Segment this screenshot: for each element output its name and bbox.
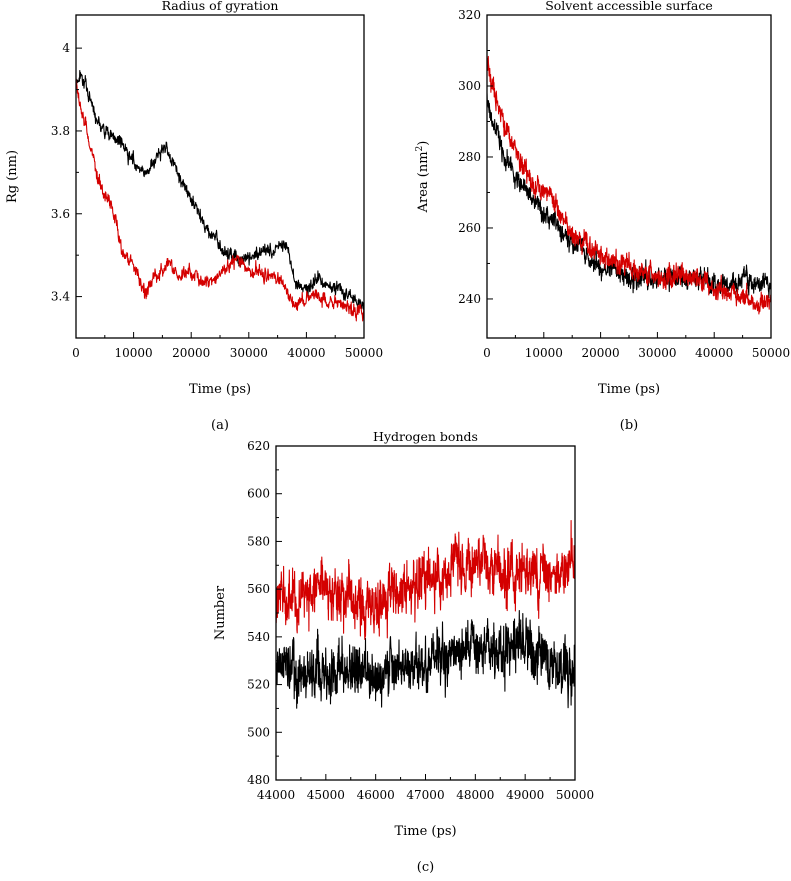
y-axis-label: Number <box>213 585 228 640</box>
y-tick-label: 300 <box>458 79 481 93</box>
y-tick-label: 540 <box>247 630 270 644</box>
y-tick-label: 4 <box>62 41 70 55</box>
y-tick-label: 3.6 <box>51 207 70 221</box>
chart-b: 0 10000 20000 30000 40000 50000 240 260 280 300 32… <box>415 0 790 433</box>
chart-title: Solvent accessible surface <box>545 0 713 13</box>
panel-label: (c) <box>417 860 434 875</box>
x-tick-label: 40000 <box>287 346 325 360</box>
y-tick-label: 480 <box>247 773 270 787</box>
x-axis-label: Time (ps) <box>394 824 456 839</box>
plot-area-c <box>276 519 575 709</box>
x-tick-label: 45000 <box>307 788 345 802</box>
plot-frame <box>275 445 576 781</box>
series-1-line <box>487 93 771 300</box>
series-2-line <box>276 519 575 640</box>
x-tick-label: 30000 <box>230 346 268 360</box>
series-2-line <box>76 78 364 322</box>
plot-area-b <box>487 55 771 315</box>
x-tick-label: 47000 <box>406 788 444 802</box>
x-tick-label: 50000 <box>752 346 790 360</box>
x-tick-label: 10000 <box>525 346 563 360</box>
panel-label: (a) <box>211 418 229 433</box>
x-tick-label: 20000 <box>582 346 620 360</box>
x-axis-label: Time (ps) <box>598 382 660 397</box>
x-tick-label: 48000 <box>456 788 494 802</box>
plot-frame <box>75 14 365 339</box>
x-tick-label: 10000 <box>115 346 153 360</box>
series-1-line <box>276 610 575 709</box>
x-tick-label: 20000 <box>172 346 210 360</box>
x-tick-label: 0 <box>72 346 80 360</box>
chart-title: Radius of gyration <box>162 0 279 13</box>
y-tick-label: 580 <box>247 534 270 548</box>
y-tick-label: 240 <box>458 292 481 306</box>
x-tick-label: 0 <box>483 346 491 360</box>
y-tick-label: 560 <box>247 582 270 596</box>
chart-a: 0 10000 20000 30000 40000 50000 3.4 3.6 3.8 4 Radi… <box>5 0 383 433</box>
x-tick-label: 44000 <box>257 788 295 802</box>
y-tick-label: 3.4 <box>51 290 70 304</box>
y-tick-label: 620 <box>247 439 270 453</box>
y-tick-label: 3.8 <box>51 124 70 138</box>
x-tick-label: 50000 <box>345 346 383 360</box>
x-axis-label: Time (ps) <box>189 382 251 397</box>
y-tick-label: 600 <box>247 487 270 501</box>
chart-title: Hydrogen bonds <box>373 429 478 444</box>
y-tick-label: 520 <box>247 678 270 692</box>
y-tick-label: 320 <box>458 8 481 22</box>
y-axis-label: Rg (nm) <box>5 150 20 203</box>
x-tick-label: 40000 <box>695 346 733 360</box>
x-tick-label: 46000 <box>357 788 395 802</box>
panel-label: (b) <box>620 418 638 433</box>
plot-area-a <box>76 70 364 322</box>
y-tick-label: 500 <box>247 725 270 739</box>
chart-c: 44000 45000 46000 47000 48000 49000 50000 480 50… <box>213 429 594 875</box>
series-2-line <box>487 55 771 315</box>
series-1-line <box>76 70 364 312</box>
x-tick-label: 50000 <box>556 788 594 802</box>
x-tick-label: 49000 <box>506 788 544 802</box>
x-tick-label: 30000 <box>638 346 676 360</box>
y-axis-label: Area (nm2) <box>415 141 431 214</box>
y-tick-label: 280 <box>458 150 481 164</box>
y-tick-label: 260 <box>458 221 481 235</box>
